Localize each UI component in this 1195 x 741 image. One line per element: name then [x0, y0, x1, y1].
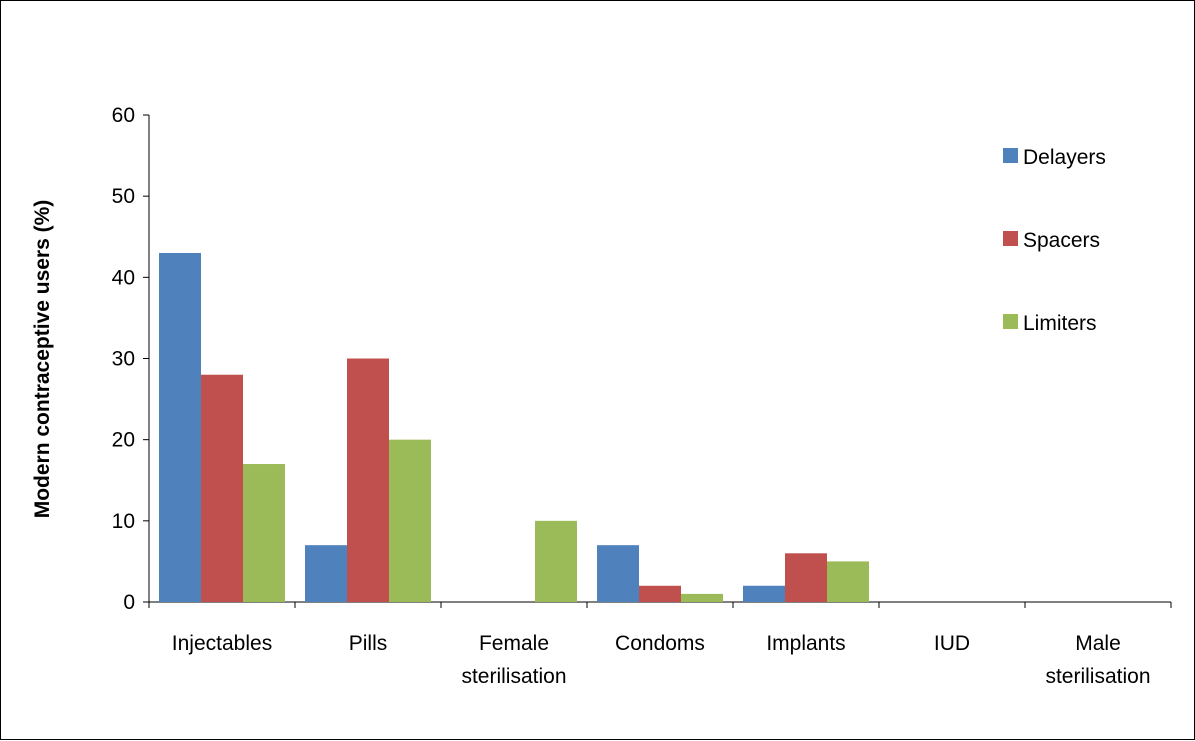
bar-delayers [159, 252, 201, 602]
y-tick-label: 10 [112, 510, 135, 533]
x-category-label-line: Male [1075, 632, 1121, 655]
bar-limiters [535, 520, 577, 602]
axes [143, 114, 1172, 608]
bar-limiters [243, 464, 285, 602]
bar-limiters [389, 439, 431, 602]
y-tick-label: 30 [112, 348, 135, 371]
x-category-label-line: sterilisation [1045, 665, 1150, 688]
legend-swatch-spacers [1003, 231, 1018, 246]
bar-spacers [201, 374, 243, 602]
bar-limiters [827, 561, 869, 602]
legend: Delayers Spacers Limiters [1003, 146, 1106, 335]
x-category-label: Female sterilisation [461, 632, 566, 688]
x-category-label: Implants [766, 632, 845, 655]
y-tick-label: 50 [112, 185, 135, 208]
x-category-label: IUD [934, 632, 970, 655]
x-category-label-line: sterilisation [461, 665, 566, 688]
bars [159, 252, 869, 602]
y-axis-label: Modern contraceptive users (%) [31, 200, 54, 519]
y-tick-label: 40 [112, 266, 135, 289]
legend-label-limiters: Limiters [1023, 312, 1097, 335]
bar-delayers [743, 585, 785, 602]
x-category-labels: Injectables Pills Female sterilisation Condo… [172, 632, 1151, 688]
legend-swatch-limiters [1003, 314, 1018, 329]
y-tick-label: 0 [123, 591, 135, 614]
y-tick-label: 60 [112, 104, 135, 127]
bar-spacers [785, 553, 827, 602]
x-category-label: Male sterilisation [1045, 632, 1150, 688]
x-category-label: Injectables [172, 632, 272, 655]
y-tick-labels: 0 10 20 30 40 50 60 [112, 104, 135, 614]
x-category-label-line: IUD [934, 632, 970, 655]
x-category-label-line: Condoms [615, 632, 705, 655]
bar-limiters [681, 593, 723, 602]
x-category-label: Condoms [615, 632, 705, 655]
legend-swatch-delayers [1003, 148, 1018, 163]
x-category-label: Pills [349, 632, 388, 655]
bar-spacers [639, 585, 681, 602]
bar-spacers [347, 358, 389, 602]
bar-delayers [305, 545, 347, 602]
legend-label-delayers: Delayers [1023, 146, 1106, 169]
y-tick-label: 20 [112, 429, 135, 452]
x-category-label-line: Implants [766, 632, 845, 655]
x-category-label-line: Female [479, 632, 549, 655]
x-category-label-line: Injectables [172, 632, 272, 655]
x-category-label-line: Pills [349, 632, 388, 655]
bar-delayers [597, 545, 639, 602]
legend-label-spacers: Spacers [1023, 229, 1100, 252]
